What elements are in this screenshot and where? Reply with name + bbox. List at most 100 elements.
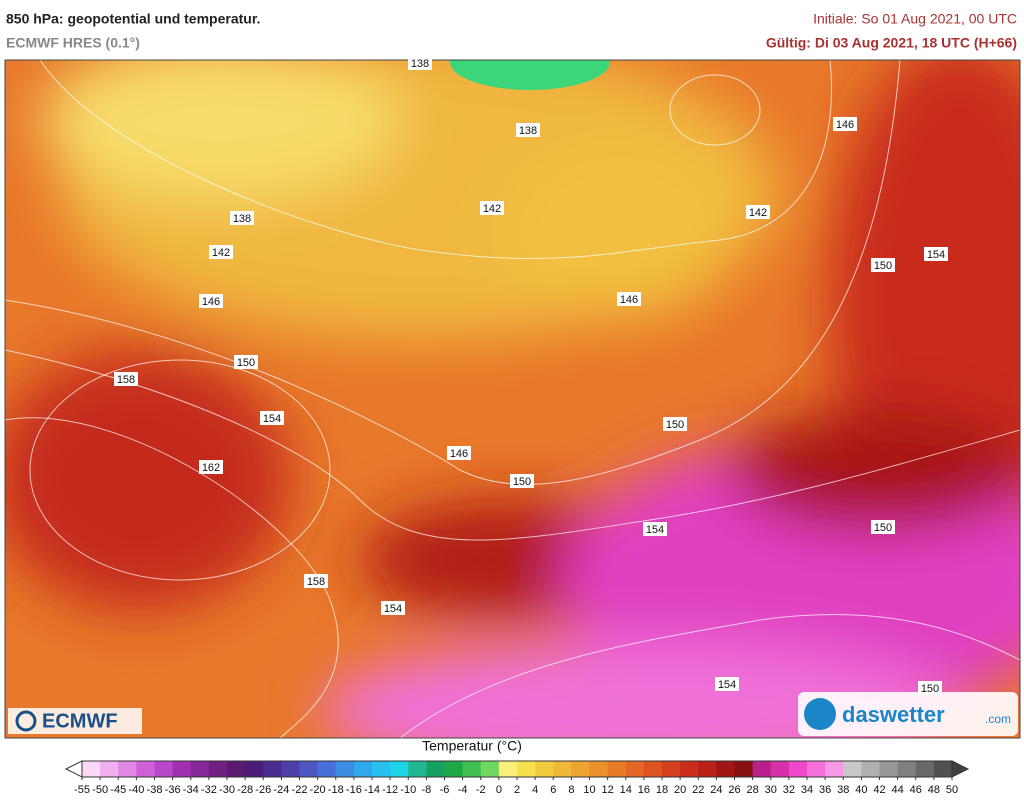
contour-label-box bbox=[304, 574, 328, 588]
colorbar-swatch bbox=[734, 761, 754, 777]
colorbar-swatch bbox=[426, 761, 445, 777]
colorbar-swatch bbox=[408, 761, 427, 777]
colorbar-tick-label: 20 bbox=[674, 784, 686, 796]
colorbar-swatch bbox=[825, 761, 844, 777]
contour-label: 138 bbox=[233, 213, 251, 225]
contour-label-box bbox=[918, 681, 942, 695]
colorbar-swatch bbox=[100, 761, 119, 777]
contour-label: 146 bbox=[450, 448, 468, 460]
colorbar-swatch bbox=[933, 761, 953, 777]
contour-label-box bbox=[510, 474, 534, 488]
contour-label: 154 bbox=[927, 249, 945, 261]
colorbar-tick-label: -45 bbox=[110, 784, 126, 796]
colorbar-tick-label: 34 bbox=[801, 784, 813, 796]
contour-label: 146 bbox=[620, 294, 638, 306]
contour-label: 154 bbox=[646, 524, 664, 536]
colorbar-tick-label: -28 bbox=[237, 784, 253, 796]
model: ECMWF HRES (0.1°) bbox=[6, 35, 140, 51]
contour-label-box bbox=[924, 247, 948, 261]
colorbar-swatch bbox=[172, 761, 192, 777]
contour-label: 146 bbox=[836, 119, 854, 131]
colorbar: -55 -50 -45 -40 -38 -36 -34 -32 -30 -28 -26 -24 -22-… bbox=[64, 760, 970, 796]
contour-label: 158 bbox=[117, 374, 135, 386]
colorbar-swatch bbox=[625, 761, 645, 777]
contour-label: 146 bbox=[202, 296, 220, 308]
colorbar-swatch bbox=[444, 761, 464, 777]
colorbar-tick-label: -10 bbox=[400, 784, 416, 796]
colorbar-swatch bbox=[353, 761, 373, 777]
colorbar-tick-label: 38 bbox=[837, 784, 849, 796]
colorbar-swatch bbox=[897, 761, 917, 777]
contour-label: 162 bbox=[202, 462, 220, 474]
colorbar-swatch bbox=[372, 761, 391, 777]
contour-label-box bbox=[643, 522, 667, 536]
colorbar-tick-label: 42 bbox=[873, 784, 885, 796]
colorbar-tick-label: -36 bbox=[165, 784, 181, 796]
colorbar-swatch bbox=[317, 761, 337, 777]
colorbar-swatch bbox=[335, 761, 355, 777]
contour-label: 138 bbox=[519, 125, 537, 137]
colorbar-swatch bbox=[190, 761, 210, 777]
colorbar-tick-label: 12 bbox=[602, 784, 614, 796]
colorbar-tick-label: 0 bbox=[496, 784, 502, 796]
colorbar-tick-label: 48 bbox=[928, 784, 940, 796]
colorbar-tick-label: 22 bbox=[692, 784, 704, 796]
contour-label-box bbox=[871, 258, 895, 272]
colorbar-swatch bbox=[752, 761, 772, 777]
colorbar-swatch bbox=[82, 761, 101, 777]
colorbar-swatch bbox=[136, 761, 155, 777]
contour-label: 154 bbox=[718, 679, 736, 691]
contour-label: 138 bbox=[411, 58, 429, 70]
contour-label: 154 bbox=[384, 603, 402, 615]
colorbar-swatch bbox=[643, 761, 663, 777]
colorbar-swatch bbox=[698, 761, 717, 777]
colorbar-tick-label: 18 bbox=[656, 784, 668, 796]
colorbar-tick-label: 40 bbox=[855, 784, 867, 796]
colorbar-tick-label: -12 bbox=[382, 784, 398, 796]
colorbar-label: Temperatur (°C) bbox=[422, 738, 522, 754]
colorbar-tick-label: 10 bbox=[583, 784, 595, 796]
colorbar-tick-label: 26 bbox=[728, 784, 740, 796]
contour-label-box bbox=[833, 117, 857, 131]
contour-label-box bbox=[408, 56, 432, 70]
colorbar-tick-label: -38 bbox=[147, 784, 163, 796]
contour-label: 142 bbox=[212, 247, 230, 259]
ecmwf-logo: ECMWF bbox=[42, 710, 118, 732]
colorbar-tick-label: -4 bbox=[458, 784, 468, 796]
colorbar-swatch bbox=[716, 761, 735, 777]
colorbar-tick-label: -8 bbox=[421, 784, 431, 796]
logo-right: daswetter .com bbox=[798, 692, 1018, 736]
colorbar-tick-label: 6 bbox=[550, 784, 556, 796]
colorbar-swatch bbox=[517, 761, 536, 777]
colorbar-swatch bbox=[535, 761, 554, 777]
colorbar-swatch bbox=[480, 761, 500, 777]
contour-label-box bbox=[234, 355, 258, 369]
colorbar-tick-label: -18 bbox=[328, 784, 344, 796]
colorbar-tick-label: 44 bbox=[892, 784, 904, 796]
daswetter-logo: daswetter bbox=[842, 702, 945, 727]
contour-label: 150 bbox=[921, 683, 939, 695]
contour-label: 158 bbox=[307, 576, 325, 588]
colorbar-tick-label: -16 bbox=[346, 784, 362, 796]
contour-label-box bbox=[617, 292, 641, 306]
colorbar-swatch bbox=[662, 761, 681, 777]
colorbar-tick-label: 8 bbox=[568, 784, 574, 796]
colorbar-tick-label: 36 bbox=[819, 784, 831, 796]
colorbar-swatch bbox=[807, 761, 826, 777]
colorbar-swatch bbox=[281, 761, 300, 777]
contour-label-box bbox=[199, 294, 223, 308]
contour-label-box bbox=[114, 372, 138, 386]
contour-label: 154 bbox=[263, 413, 281, 425]
colorbar-arrow-right bbox=[951, 760, 970, 778]
contour-label-box bbox=[746, 205, 770, 219]
colorbar-swatch bbox=[118, 761, 137, 777]
contour-label-box bbox=[447, 446, 471, 460]
init-time: Initiale: So 01 Aug 2021, 00 UTC bbox=[813, 11, 1017, 27]
contour-label: 150 bbox=[874, 522, 892, 534]
colorbar-tick-label: -30 bbox=[219, 784, 235, 796]
contour-label: 150 bbox=[666, 419, 684, 431]
contour-label-box bbox=[209, 245, 233, 259]
contour-label-box bbox=[230, 211, 254, 225]
colorbar-tick-label: -40 bbox=[128, 784, 144, 796]
colorbar-swatch bbox=[553, 761, 572, 777]
